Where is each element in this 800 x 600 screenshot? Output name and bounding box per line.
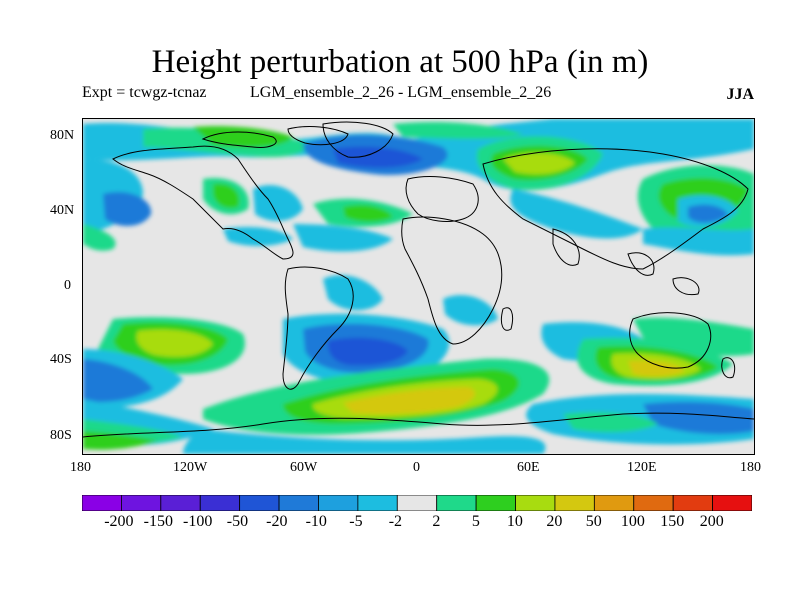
colorbar-swatch [396, 495, 438, 511]
colorbar-swatch [633, 495, 674, 511]
lon-label-60w: 60W [290, 460, 318, 475]
chart-title: Height perturbation at 500 hPa (in m) [151, 44, 649, 80]
experiment-label: Expt = tcwgz-tcnaz [82, 84, 207, 101]
colorbar-swatch [672, 495, 713, 511]
colorbar-swatch [475, 495, 516, 511]
lon-label-120e: 120E [627, 460, 657, 475]
comparison-label: LGM_ensemble_2_26 - LGM_ensemble_2_26 [250, 84, 552, 101]
colorbar-swatch [278, 495, 319, 511]
lat-label-40n: 40N [50, 203, 75, 218]
colorbar-tick-label: -5 [349, 513, 363, 530]
season-label: JJA [726, 86, 754, 103]
lat-label-0: 0 [64, 278, 71, 293]
colorbar-swatch [357, 495, 398, 511]
lat-label-80n: 80N [50, 128, 75, 143]
colorbar-swatch [160, 495, 201, 511]
colorbar-tick-label: -20 [266, 513, 288, 530]
lon-label-180e: 180 [740, 460, 761, 475]
contour-field [83, 119, 754, 454]
lon-label-60e: 60E [517, 460, 540, 475]
lat-label-80s: 80S [50, 428, 72, 443]
colorbar-swatch [554, 495, 595, 511]
lat-label-40s: 40S [50, 352, 72, 367]
colorbar-tick-label: 5 [471, 513, 480, 530]
colorbar-tick-label: 50 [585, 513, 602, 530]
colorbar-tick-label: 200 [699, 513, 724, 530]
colorbar-tick-label: 10 [506, 513, 523, 530]
coastlines [83, 121, 754, 438]
colorbar-swatch [436, 495, 477, 511]
colorbar-tick-label: -150 [143, 513, 173, 530]
colorbar-swatch [712, 495, 752, 511]
colorbar-swatch [515, 495, 556, 511]
colorbar-swatch [239, 495, 280, 511]
lon-label-0: 0 [413, 460, 420, 475]
colorbar-tick-label: -2 [388, 513, 403, 530]
colorbar-swatch [121, 495, 162, 511]
colorbar-tick-label: -50 [226, 513, 249, 530]
colorbar-tick-label: -200 [104, 513, 134, 530]
lon-label-120w: 120W [173, 460, 208, 475]
contour-map [82, 118, 755, 455]
colorbar [82, 495, 752, 511]
colorbar-tick-label: -100 [183, 513, 213, 530]
lon-label-180w: 180 [70, 460, 91, 475]
colorbar-tick-label: 20 [546, 513, 563, 530]
colorbar-tick-label: 150 [660, 513, 685, 530]
colorbar-tick-label: -10 [305, 513, 327, 530]
colorbar-swatch [199, 495, 241, 511]
colorbar-swatch [318, 495, 359, 511]
colorbar-tick-label: 2 [432, 513, 441, 530]
colorbar-swatch [82, 495, 122, 511]
colorbar-tick-label: 100 [620, 513, 645, 530]
colorbar-swatch [593, 495, 635, 511]
